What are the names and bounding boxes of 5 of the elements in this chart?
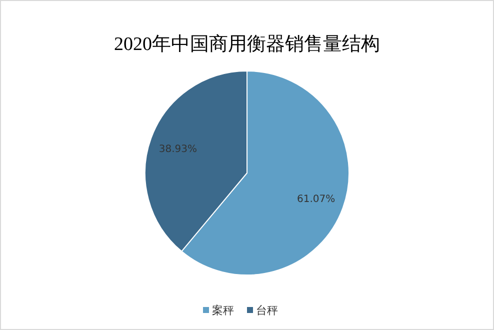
data-label: 61.07% (296, 194, 336, 206)
data-label: 38.93% (158, 144, 198, 155)
legend-label: 案秤 (212, 304, 234, 317)
title: 2020年中国商用衡器销售量结构 (114, 34, 380, 55)
legend-label: 台秤 (256, 304, 278, 317)
